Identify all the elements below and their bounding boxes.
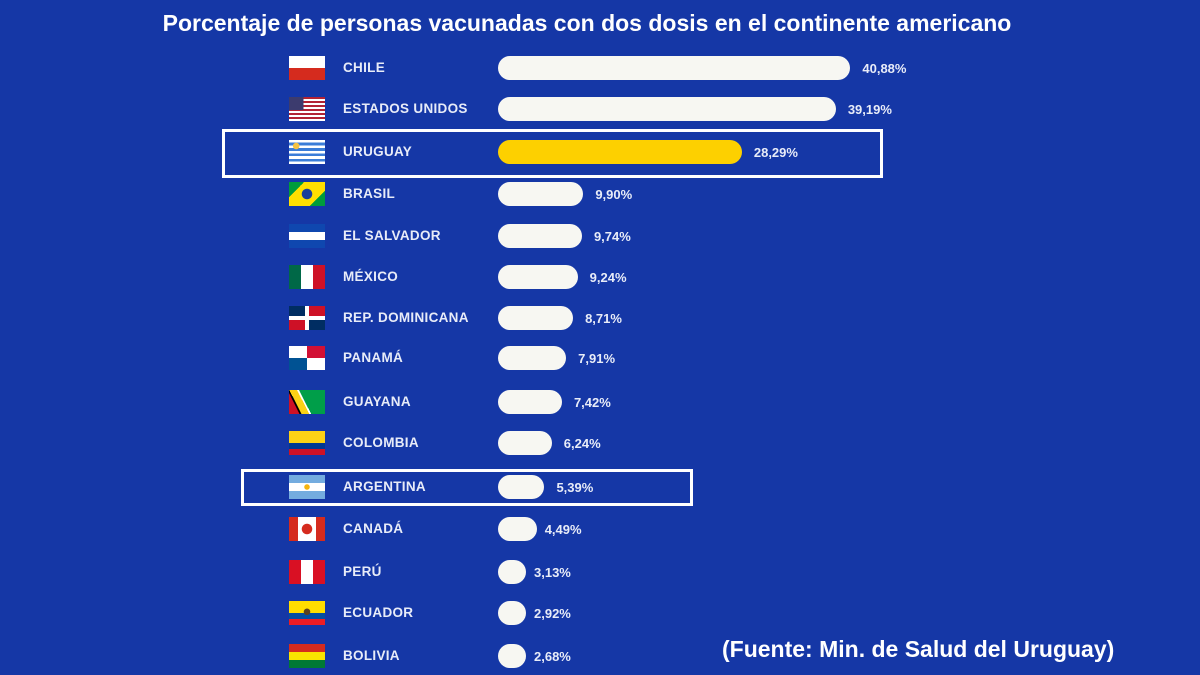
category-label: CHILE [343,60,385,75]
guyana-flag-icon [289,390,325,414]
category-label: MÉXICO [343,269,399,284]
bar-row: CHILE 40,88% [0,53,1200,83]
ecuador-flag-icon [289,601,325,625]
bar-row: BRASIL 9,90% [0,179,1200,209]
bar-row: URUGUAY 28,29% [0,137,1200,167]
category-label: ECUADOR [343,605,414,620]
bar [498,517,537,541]
mexico-flag-icon [289,265,325,289]
value-label: 2,92% [534,606,571,621]
highlight-box-uruguay [222,129,883,178]
colombia-flag-icon [289,431,325,455]
bar [498,475,545,499]
argentina-flag-icon [289,475,325,499]
bar [498,265,578,289]
brazil-flag-icon [289,182,325,206]
value-label: 8,71% [585,311,622,326]
chart-title: Porcentaje de personas vacunadas con dos… [162,10,1012,36]
bolivia-flag-icon [289,644,325,668]
value-label: 6,24% [563,436,601,451]
bar [498,306,574,330]
canada-flag-icon [289,517,325,541]
dominican-republic-flag-icon [289,306,325,330]
category-label: REP. DOMINICANA [343,310,469,325]
category-label: PERÚ [343,564,382,579]
chile-flag-icon [289,56,325,80]
category-label: EL SALVADOR [343,228,441,243]
category-label: CANADÁ [343,521,404,536]
bar-row: PANAMÁ 7,91% [0,343,1200,373]
source-note: (Fuente: Min. de Salud del Uruguay) [722,636,1115,662]
category-label: BOLIVIA [343,648,400,663]
value-label: 28,29% [753,145,798,160]
category-label: ARGENTINA [343,479,426,494]
value-label: 7,91% [578,351,616,366]
bar [498,390,562,414]
bar-row: ESTADOS UNIDOS 39,19% [0,94,1200,124]
bar-row: MÉXICO 9,24% [0,262,1200,292]
bar [498,140,742,164]
bar [498,346,567,370]
bar-row: CANADÁ 4,49% [0,514,1200,544]
value-label: 2,68% [534,649,571,664]
peru-flag-icon [289,560,325,584]
bar [498,560,526,584]
category-label: URUGUAY [343,144,413,159]
category-label: PANAMÁ [343,350,404,365]
bar [498,182,584,206]
bar-row: COLOMBIA 6,24% [0,428,1200,458]
bar-row: BOLIVIA 2,68% [0,641,1200,671]
value-label: 3,13% [534,565,571,580]
panama-flag-icon [289,346,325,370]
bar [498,56,851,80]
bar [498,431,552,455]
bar [498,97,836,121]
uruguay-flag-icon [289,140,325,164]
value-label: 4,49% [544,522,582,537]
el-salvador-flag-icon [289,224,325,248]
bar-row: GUAYANA 7,42% [0,387,1200,417]
usa-flag-icon [289,97,325,121]
category-label: BRASIL [343,186,396,201]
category-label: ESTADOS UNIDOS [343,101,468,116]
bar [498,224,582,248]
category-label: GUAYANA [343,394,411,409]
bar [498,644,526,668]
value-label: 9,90% [595,187,633,202]
value-label: 40,88% [862,61,907,76]
value-label: 9,24% [589,270,627,285]
bar-row: ECUADOR 2,92% [0,598,1200,628]
bar-row: ARGENTINA 5,39% [0,472,1200,502]
value-label: 39,19% [847,102,892,117]
value-label: 9,74% [593,229,631,244]
highlight-box-argentina [241,469,693,506]
bar-row: PERÚ 3,13% [0,557,1200,587]
bar [498,601,526,625]
value-label: 7,42% [573,395,611,410]
bar-row: EL SALVADOR 9,74% [0,221,1200,251]
bar-row: REP. DOMINICANA 8,71% [0,303,1200,333]
value-label: 5,39% [556,480,594,495]
category-label: COLOMBIA [343,435,419,450]
